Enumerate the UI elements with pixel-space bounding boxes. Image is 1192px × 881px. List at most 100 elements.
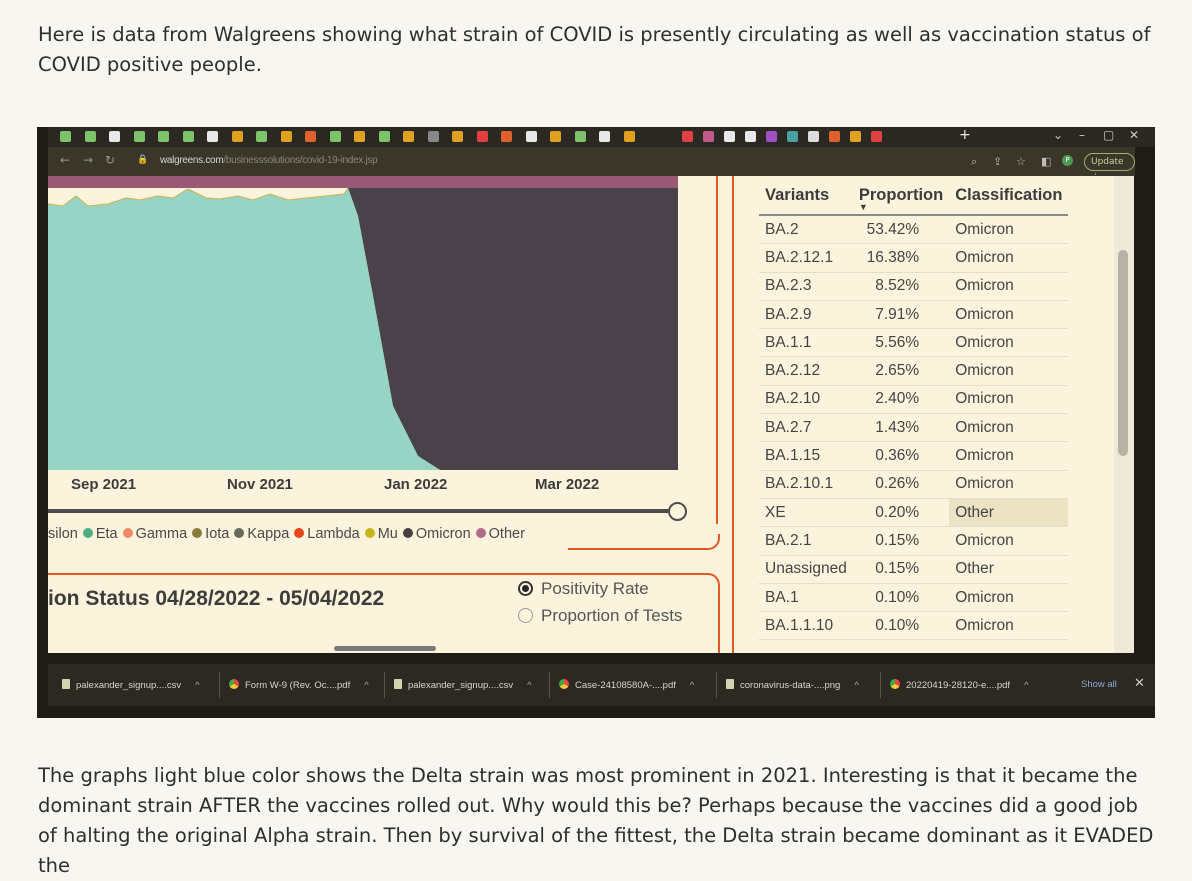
tab-favicon-icon[interactable] <box>829 131 840 142</box>
legend-item[interactable]: Other <box>475 526 525 542</box>
table-row[interactable]: BA.2.7 1.43% Omicron <box>759 413 1069 443</box>
chevron-up-icon[interactable]: ^ <box>1024 680 1029 691</box>
url-field[interactable]: walgreens.com/businesssolutions/covid-19… <box>160 155 378 166</box>
download-item[interactable]: Case-24108580A-....pdf ^ <box>559 679 694 691</box>
legend-item[interactable]: Omicron <box>402 526 471 542</box>
chevron-up-icon[interactable]: ^ <box>689 680 695 691</box>
sidepanel-icon[interactable]: ◧ <box>1041 155 1052 168</box>
table-row[interactable]: BA.2.10 2.40% Omicron <box>759 385 1069 415</box>
download-item[interactable]: coronavirus-data-....png ^ <box>726 679 859 691</box>
tab-favicon-icon[interactable] <box>476 131 488 142</box>
forward-icon[interactable]: → <box>83 153 94 167</box>
proportion-of-tests-radio[interactable]: Proportion of Tests <box>518 606 682 626</box>
tab-favicon-icon[interactable] <box>574 131 586 142</box>
close-window-button[interactable]: ✕ <box>1129 128 1140 142</box>
legend-item[interactable]: Kappa <box>234 526 289 542</box>
maximize-button[interactable]: ▢ <box>1103 128 1115 142</box>
tab-favicon-icon[interactable] <box>599 131 610 142</box>
chevron-up-icon[interactable]: ^ <box>527 680 532 691</box>
tab-favicon-icon[interactable] <box>682 131 693 142</box>
tab-favicon-icon[interactable] <box>84 131 96 142</box>
table-row[interactable]: BA.2.1 0.15% Omicron <box>759 526 1069 556</box>
chevron-up-icon[interactable]: ^ <box>854 680 859 691</box>
table-row[interactable]: Unassigned 0.15% Other <box>759 555 1069 584</box>
tab-favicon-icon[interactable] <box>501 131 512 142</box>
tab-favicon-icon[interactable] <box>623 131 635 142</box>
new-tab-button[interactable]: + <box>959 127 971 143</box>
tab-favicon-icon[interactable] <box>207 131 218 142</box>
tab-favicon-icon[interactable] <box>850 131 861 142</box>
tab-favicon-icon[interactable] <box>133 131 145 142</box>
tab-favicon-icon[interactable] <box>305 131 316 142</box>
chevron-down-icon[interactable]: ⌄ <box>1053 128 1064 142</box>
table-row[interactable]: BA.2.12 2.65% Omicron <box>759 356 1069 386</box>
close-downloads-button[interactable]: ✕ <box>1134 676 1145 691</box>
reload-icon[interactable]: ↻ <box>105 153 116 167</box>
table-row[interactable]: BA.1.1.10 0.10% Omicron <box>759 611 1069 641</box>
table-row[interactable]: XE 0.20% Other <box>759 498 1069 528</box>
tab-favicon-icon[interactable] <box>766 131 777 142</box>
star-icon[interactable]: ☆ <box>1016 155 1026 168</box>
tab-favicon-icon[interactable] <box>427 131 439 142</box>
table-row[interactable]: BA.1.1 5.56% Omicron <box>759 328 1069 358</box>
tab-favicon-icon[interactable] <box>329 131 341 142</box>
back-icon[interactable]: ← <box>60 153 71 167</box>
tab-favicon-icon[interactable] <box>703 131 714 142</box>
radio-selected-icon[interactable] <box>518 581 533 596</box>
legend-item[interactable]: Eta <box>82 526 118 542</box>
legend-item[interactable]: Gamma <box>122 526 187 542</box>
slider-handle[interactable] <box>668 502 687 521</box>
tab-strip[interactable]: ⌄ – ▢ ✕ + <box>48 127 1155 147</box>
table-row[interactable]: BA.1 0.10% Omicron <box>759 583 1069 613</box>
tab-favicon-icon[interactable] <box>724 131 735 142</box>
chevron-up-icon[interactable]: ^ <box>364 680 369 691</box>
table-row[interactable]: BA.1.15 0.36% Omicron <box>759 441 1069 471</box>
column-header-proportion[interactable]: Proportion ▼ <box>852 176 950 216</box>
tab-favicon-icon[interactable] <box>60 131 71 142</box>
table-row[interactable]: BA.2 53.42% Omicron <box>759 215 1069 245</box>
legend-item[interactable]: Iota <box>192 526 229 542</box>
chevron-up-icon[interactable]: ^ <box>195 680 200 691</box>
legend-item[interactable]: Mu <box>364 526 398 542</box>
tab-favicon-icon[interactable] <box>354 131 365 142</box>
tab-favicon-icon[interactable] <box>256 131 267 142</box>
show-all-button[interactable]: Show all <box>1081 679 1117 690</box>
tab-favicon-icon[interactable] <box>550 131 561 142</box>
profile-avatar[interactable]: P <box>1062 155 1073 166</box>
tab-favicon-icon[interactable] <box>808 131 819 142</box>
tab-favicon-icon[interactable] <box>109 131 120 142</box>
table-row[interactable]: BA.2.9 7.91% Omicron <box>759 300 1069 330</box>
column-header-classification[interactable]: Classification <box>949 176 1069 216</box>
tab-favicon-icon[interactable] <box>452 131 463 142</box>
tab-favicon-icon[interactable] <box>745 131 756 142</box>
legend-item[interactable]: silon <box>48 526 78 542</box>
positivity-rate-radio[interactable]: Positivity Rate <box>518 579 649 599</box>
share-icon[interactable]: ⇪ <box>993 155 1003 168</box>
zoom-icon[interactable]: ⌕ <box>971 155 978 168</box>
download-item[interactable]: 20220419-28120-e....pdf ^ <box>890 679 1029 691</box>
update-button[interactable]: Update ⋮ <box>1084 153 1135 183</box>
radio-empty-icon[interactable] <box>518 608 533 623</box>
sort-desc-icon[interactable]: ▼ <box>858 202 868 212</box>
tab-favicon-icon[interactable] <box>787 131 798 142</box>
tab-favicon-icon[interactable] <box>871 131 882 142</box>
table-row[interactable]: BA.2.3 8.52% Omicron <box>759 272 1069 301</box>
tab-favicon-icon[interactable] <box>158 131 169 142</box>
scrollbar-thumb[interactable] <box>1118 250 1128 456</box>
tab-favicon-icon[interactable] <box>280 131 292 142</box>
tab-favicon-icon[interactable] <box>525 131 537 142</box>
tab-favicon-icon[interactable] <box>182 131 194 142</box>
download-item[interactable]: palexander_signup....csv ^ <box>394 679 532 691</box>
timeline-slider[interactable] <box>48 509 683 513</box>
minimize-button[interactable]: – <box>1079 128 1085 142</box>
horizontal-scrollbar-thumb[interactable] <box>334 646 436 651</box>
legend-item[interactable]: Lambda <box>294 526 360 542</box>
tab-favicon-icon[interactable] <box>231 131 243 142</box>
table-row[interactable]: BA.2.12.1 16.38% Omicron <box>759 243 1069 273</box>
column-header-variants[interactable]: Variants <box>759 176 853 216</box>
table-row[interactable]: BA.2.10.1 0.26% Omicron <box>759 470 1069 499</box>
vertical-scrollbar[interactable] <box>1114 176 1134 653</box>
download-item[interactable]: Form W-9 (Rev. Oc....pdf ^ <box>229 679 369 691</box>
tab-favicon-icon[interactable] <box>403 131 414 142</box>
tab-favicon-icon[interactable] <box>378 131 390 142</box>
